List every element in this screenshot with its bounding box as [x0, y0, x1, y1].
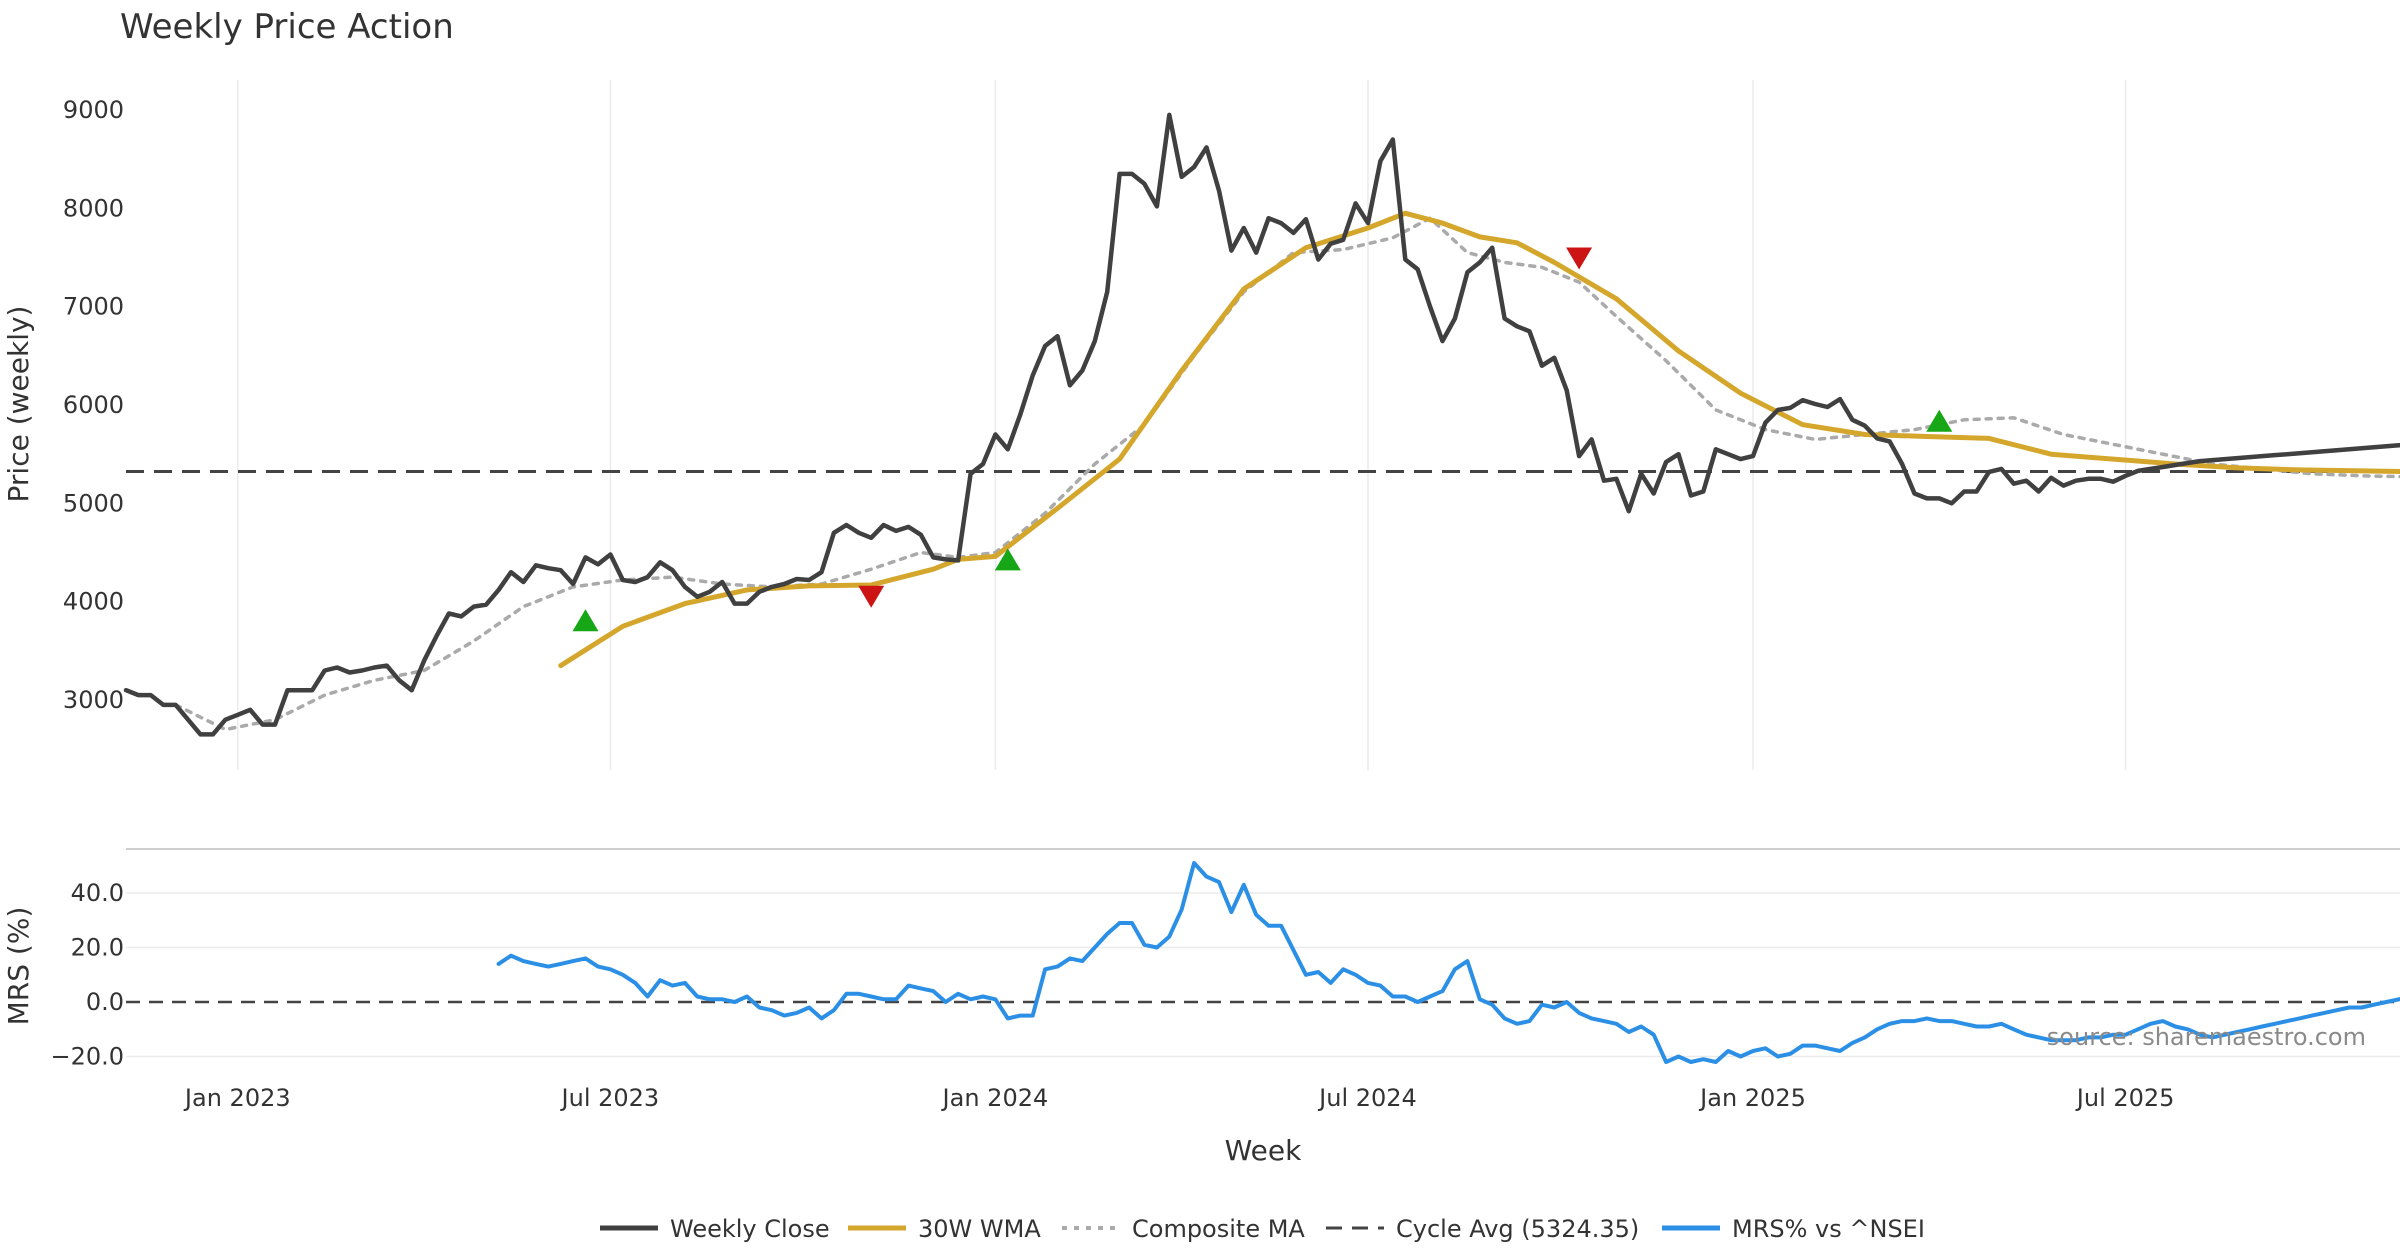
composite-ma-line: [173, 216, 2400, 732]
mrs-line: [496, 861, 2400, 1064]
price-ytick-label-5: 8000: [63, 194, 124, 222]
mrs-gridlines: [126, 892, 2400, 1058]
price-ytick-label-4: 7000: [63, 293, 124, 321]
price-y-axis-label: Price (weekly): [2, 306, 35, 503]
weekly-close-line: [123, 112, 2400, 737]
price-series-group: [123, 112, 2400, 737]
price-y-axis-ticks: 3000 4000 5000 6000 7000 8000 9000: [63, 96, 124, 714]
mrs-ytick-label-3: 40.0: [71, 879, 124, 907]
source-note: source: sharemaestro.com: [2047, 1023, 2366, 1051]
x-axis-label: Week: [1225, 1134, 1302, 1167]
legend-label-composite: Composite MA: [1132, 1215, 1305, 1243]
chart-title: Weekly Price Action: [120, 7, 454, 47]
sell-signal-marker-3: [858, 585, 885, 608]
buy-signal-marker-1: [994, 548, 1021, 571]
price-ytick-label-6: 9000: [63, 96, 124, 124]
price-ytick-label-3: 6000: [63, 391, 124, 419]
buy-signal-marker-0: [572, 609, 599, 632]
x-tick-label-1: Jul 2023: [560, 1084, 660, 1112]
mrs-ytick-label-2: 20.0: [71, 934, 124, 962]
x-axis-ticks: Jan 2023 Jul 2023 Jan 2024 Jul 2024 Jan 2025…: [183, 1084, 2175, 1112]
legend-label-wma: 30W WMA: [918, 1215, 1041, 1243]
buy-signal-marker-2: [1926, 409, 1953, 432]
price-ytick-label-2: 5000: [63, 489, 124, 517]
legend-label-cycle: Cycle Avg (5324.35): [1396, 1215, 1639, 1243]
x-tick-label-5: Jul 2025: [2075, 1084, 2175, 1112]
mrs-series-group: [496, 861, 2400, 1064]
mrs-ytick-label-0: −20.0: [50, 1043, 124, 1071]
wma-30w-line: [558, 210, 2400, 669]
legend: Weekly Close 30W WMA Composite MA Cycle Avg…: [600, 1215, 1925, 1243]
price-ytick-label-0: 3000: [63, 686, 124, 714]
mrs-ytick-label-1: 0.0: [86, 988, 124, 1016]
legend-label-close: Weekly Close: [670, 1215, 830, 1243]
sell-signal-marker-4: [1566, 247, 1593, 270]
x-tick-label-0: Jan 2023: [183, 1084, 291, 1112]
x-tick-label-2: Jan 2024: [941, 1084, 1049, 1112]
price-gridlines: [237, 80, 2127, 770]
legend-label-mrs: MRS% vs ^NSEI: [1732, 1215, 1925, 1243]
price-ytick-label-1: 4000: [63, 588, 124, 616]
x-tick-label-4: Jan 2025: [1698, 1084, 1806, 1112]
x-tick-label-3: Jul 2024: [1317, 1084, 1417, 1112]
mrs-y-axis-label: MRS (%): [2, 907, 35, 1026]
mrs-y-axis-ticks: −20.0 0.0 20.0 40.0: [50, 879, 124, 1071]
signal-markers: [572, 247, 1953, 632]
